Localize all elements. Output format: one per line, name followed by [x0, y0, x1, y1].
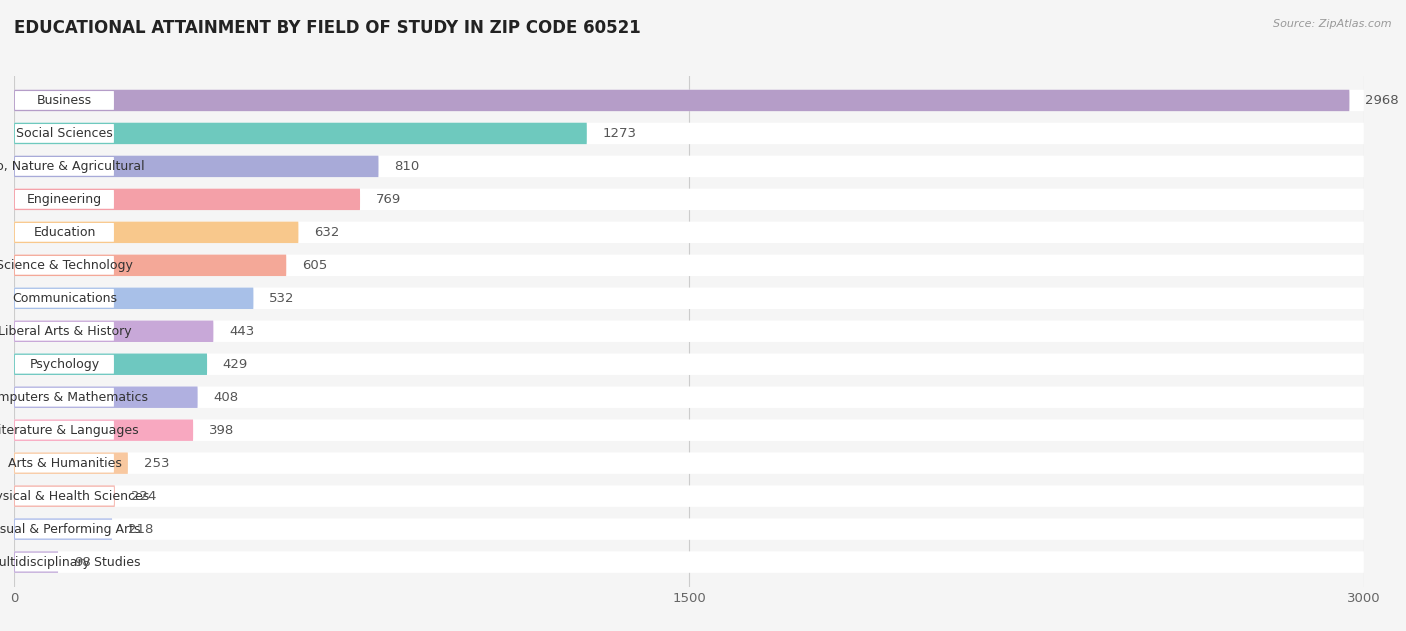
FancyBboxPatch shape	[14, 122, 1364, 144]
FancyBboxPatch shape	[14, 90, 1364, 111]
FancyBboxPatch shape	[14, 156, 1364, 177]
Text: Education: Education	[34, 226, 96, 239]
Text: 1273: 1273	[603, 127, 637, 140]
FancyBboxPatch shape	[15, 190, 114, 209]
FancyBboxPatch shape	[15, 421, 114, 440]
FancyBboxPatch shape	[15, 487, 114, 505]
FancyBboxPatch shape	[14, 321, 1364, 342]
Text: 769: 769	[375, 193, 401, 206]
Text: Social Sciences: Social Sciences	[15, 127, 112, 140]
FancyBboxPatch shape	[14, 288, 1364, 309]
FancyBboxPatch shape	[15, 157, 114, 176]
Text: 810: 810	[394, 160, 419, 173]
FancyBboxPatch shape	[14, 420, 1364, 441]
FancyBboxPatch shape	[15, 322, 114, 341]
Text: Engineering: Engineering	[27, 193, 103, 206]
Text: 98: 98	[75, 556, 90, 569]
FancyBboxPatch shape	[14, 485, 115, 507]
Text: Source: ZipAtlas.com: Source: ZipAtlas.com	[1274, 19, 1392, 29]
FancyBboxPatch shape	[14, 221, 298, 243]
FancyBboxPatch shape	[15, 256, 114, 274]
Text: Multidisciplinary Studies: Multidisciplinary Studies	[0, 556, 141, 569]
FancyBboxPatch shape	[14, 288, 253, 309]
FancyBboxPatch shape	[14, 551, 1364, 573]
FancyBboxPatch shape	[14, 90, 1350, 111]
FancyBboxPatch shape	[15, 91, 114, 110]
FancyBboxPatch shape	[14, 452, 1364, 474]
FancyBboxPatch shape	[14, 156, 378, 177]
FancyBboxPatch shape	[14, 551, 58, 573]
Text: EDUCATIONAL ATTAINMENT BY FIELD OF STUDY IN ZIP CODE 60521: EDUCATIONAL ATTAINMENT BY FIELD OF STUDY…	[14, 19, 641, 37]
FancyBboxPatch shape	[14, 519, 1364, 540]
Text: Liberal Arts & History: Liberal Arts & History	[0, 325, 131, 338]
FancyBboxPatch shape	[15, 124, 114, 143]
FancyBboxPatch shape	[15, 355, 114, 374]
Text: Visual & Performing Arts: Visual & Performing Arts	[0, 522, 141, 536]
FancyBboxPatch shape	[15, 553, 114, 572]
FancyBboxPatch shape	[14, 353, 207, 375]
Text: Psychology: Psychology	[30, 358, 100, 371]
FancyBboxPatch shape	[14, 519, 112, 540]
FancyBboxPatch shape	[14, 485, 1364, 507]
Text: Bio, Nature & Agricultural: Bio, Nature & Agricultural	[0, 160, 145, 173]
FancyBboxPatch shape	[14, 255, 1364, 276]
FancyBboxPatch shape	[14, 353, 1364, 375]
Text: Computers & Mathematics: Computers & Mathematics	[0, 391, 148, 404]
FancyBboxPatch shape	[14, 387, 1364, 408]
Text: 224: 224	[131, 490, 156, 503]
Text: 429: 429	[222, 358, 247, 371]
FancyBboxPatch shape	[14, 452, 128, 474]
Text: 218: 218	[128, 522, 153, 536]
FancyBboxPatch shape	[15, 289, 114, 308]
FancyBboxPatch shape	[14, 387, 198, 408]
FancyBboxPatch shape	[14, 255, 287, 276]
FancyBboxPatch shape	[14, 420, 193, 441]
FancyBboxPatch shape	[14, 221, 1364, 243]
FancyBboxPatch shape	[14, 189, 1364, 210]
Text: 253: 253	[143, 457, 169, 469]
Text: 398: 398	[209, 423, 235, 437]
Text: 605: 605	[302, 259, 328, 272]
Text: Communications: Communications	[13, 292, 117, 305]
Text: Science & Technology: Science & Technology	[0, 259, 134, 272]
Text: 632: 632	[314, 226, 339, 239]
Text: Literature & Languages: Literature & Languages	[0, 423, 138, 437]
FancyBboxPatch shape	[14, 189, 360, 210]
FancyBboxPatch shape	[15, 223, 114, 242]
FancyBboxPatch shape	[15, 454, 114, 473]
FancyBboxPatch shape	[14, 122, 586, 144]
Text: Business: Business	[37, 94, 91, 107]
Text: 2968: 2968	[1365, 94, 1399, 107]
Text: 408: 408	[214, 391, 239, 404]
Text: 443: 443	[229, 325, 254, 338]
FancyBboxPatch shape	[15, 388, 114, 406]
FancyBboxPatch shape	[14, 321, 214, 342]
FancyBboxPatch shape	[15, 520, 114, 538]
Text: 532: 532	[269, 292, 295, 305]
Text: Arts & Humanities: Arts & Humanities	[7, 457, 121, 469]
Text: Physical & Health Sciences: Physical & Health Sciences	[0, 490, 149, 503]
